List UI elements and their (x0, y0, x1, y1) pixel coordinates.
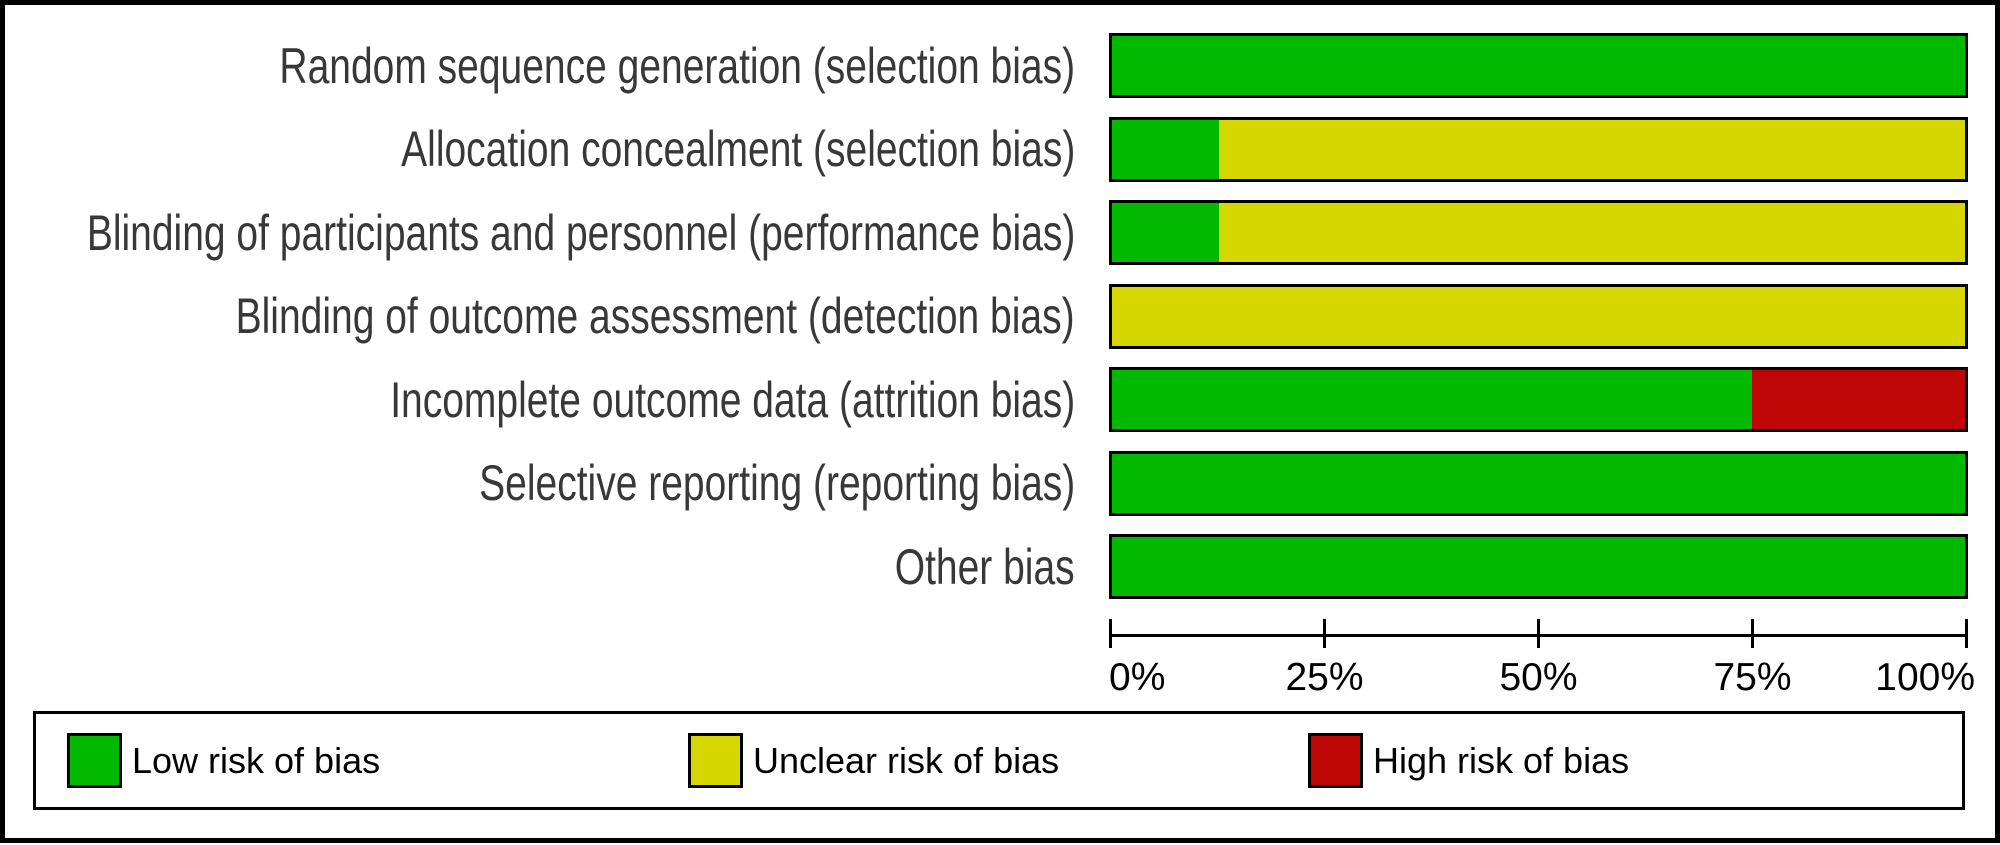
category-label: Other bias (895, 538, 1075, 595)
category-label: Blinding of participants and personnel (… (86, 204, 1075, 261)
x-axis-tick-label: 50% (1499, 656, 1578, 699)
category-label: Selective reporting (reporting bias) (478, 455, 1075, 511)
legend-item-high-risk-of-bias: High risk of bias (1308, 714, 1629, 807)
legend: Low risk of bias Unclear risk of bias High… (33, 711, 1965, 810)
bar-segment-low-risk-of-bias (1112, 36, 1965, 95)
bar-segment-unclear-risk-of-bias (1218, 203, 1965, 262)
bar-segment-low-risk-of-bias (1112, 119, 1219, 179)
x-axis-tick-label: 100% (1875, 656, 1975, 699)
legend-swatch-unclear-risk-of-bias (688, 733, 743, 788)
category-label: Incomplete outcome data (attrition bias) (389, 371, 1075, 428)
x-axis-tick (1537, 619, 1540, 648)
legend-item-unclear-risk-of-bias: Unclear risk of bias (688, 714, 1059, 807)
bar-row-incomplete-outcome-data-attrition-bias (1109, 367, 1968, 432)
category-label: Blinding of outcome assessment (detectio… (236, 288, 1075, 344)
legend-swatch-high-risk-of-bias (1308, 733, 1363, 788)
x-axis-tick (1323, 619, 1326, 648)
legend-label: High risk of bias (1373, 739, 1630, 781)
bar-row-random-sequence-generation-selection-bias (1109, 33, 1968, 98)
legend-label: Low risk of bias (132, 739, 381, 781)
bar-segment-low-risk-of-bias (1112, 453, 1965, 513)
x-axis-tick-label: 75% (1713, 656, 1792, 699)
category-label: Random sequence generation (selection bi… (279, 37, 1075, 94)
category-label: Allocation concealment (selection bias) (400, 121, 1075, 177)
bar-row-blinding-of-participants-and-personnel-performance-bias (1109, 200, 1968, 265)
bar-row-other-bias (1109, 534, 1968, 599)
bar-segment-low-risk-of-bias (1112, 537, 1965, 596)
bar-segment-low-risk-of-bias (1112, 203, 1219, 262)
x-axis-tick (1751, 619, 1754, 648)
bar-segment-low-risk-of-bias (1112, 370, 1752, 429)
legend-item-low-risk-of-bias: Low risk of bias (67, 714, 380, 807)
x-axis-tick-label: 25% (1285, 656, 1364, 699)
x-axis-tick (1109, 619, 1112, 648)
bar-segment-high-risk-of-bias (1751, 370, 1965, 429)
legend-swatch-low-risk-of-bias (67, 733, 122, 788)
bar-row-selective-reporting-reporting-bias (1109, 450, 1968, 516)
bar-row-allocation-concealment-selection-bias (1109, 116, 1968, 182)
legend-label: Unclear risk of bias (753, 739, 1060, 781)
x-axis-tick (1965, 619, 1968, 648)
bar-row-blinding-of-outcome-assessment-detection-bias (1109, 283, 1968, 349)
x-axis-tick-label: 0% (1109, 656, 1166, 699)
bar-segment-unclear-risk-of-bias (1218, 119, 1965, 179)
bar-segment-unclear-risk-of-bias (1112, 286, 1965, 346)
